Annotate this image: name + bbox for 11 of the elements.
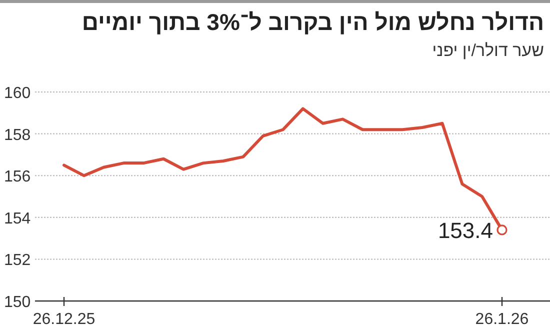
xtick: 26.12.25 (32, 311, 96, 326)
ytick: 156 (4, 168, 31, 186)
ytick: 160 (4, 85, 31, 102)
ytick: 154 (4, 210, 31, 228)
subtitle: שער דולר/ין יפני (432, 41, 544, 60)
ytick: 152 (4, 252, 31, 270)
ytick: 158 (4, 126, 31, 144)
title: הדולר נחלש מול הין בקרוב ל־3% בתוך יומיים (82, 9, 544, 35)
annotation: 153.4 (438, 218, 493, 243)
ytick: 150 (4, 294, 31, 311)
xtick: 26.1.26 (475, 311, 529, 326)
